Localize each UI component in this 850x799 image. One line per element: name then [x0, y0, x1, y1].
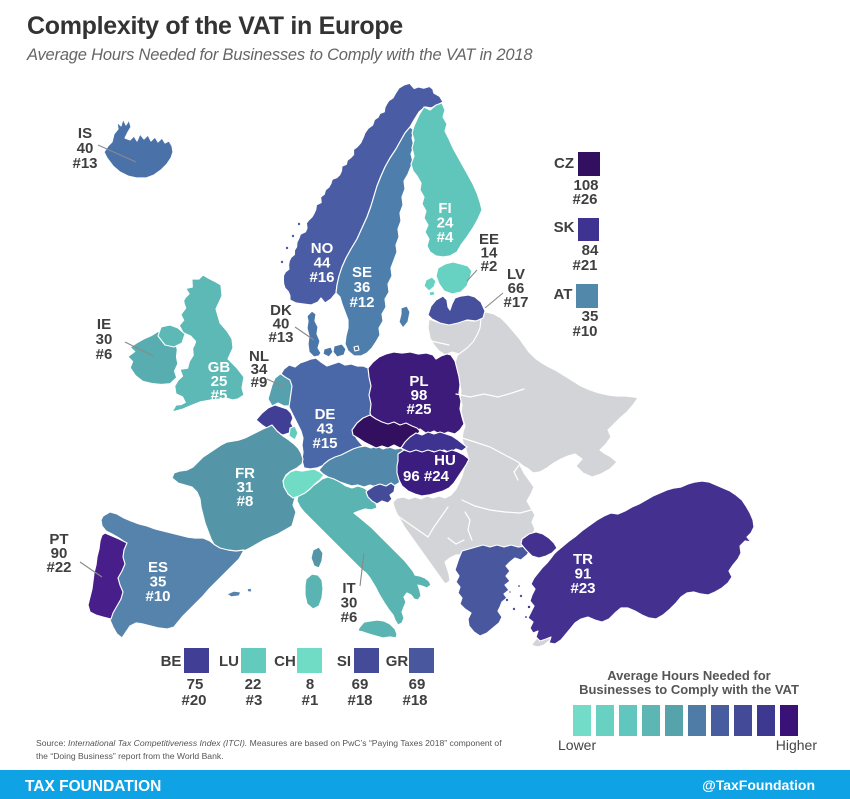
svg-text:#1: #1: [302, 692, 319, 709]
svg-text:BE: BE: [161, 653, 182, 670]
svg-text:Businesses to Comply with the: Businesses to Comply with the VAT: [579, 682, 799, 697]
svg-text:the “Doing Business” report fr: the “Doing Business” report from the Wor…: [36, 751, 224, 761]
svg-text:SI: SI: [337, 653, 351, 670]
svg-text:#3: #3: [246, 692, 263, 709]
svg-text:Source: International Tax Com: Source: International Tax Competitivenes…: [36, 738, 502, 748]
svg-text:84: 84: [582, 242, 599, 259]
svg-text:TAX FOUNDATION: TAX FOUNDATION: [25, 778, 161, 795]
svg-text:#26: #26: [572, 191, 597, 208]
svg-text:Higher: Higher: [776, 737, 818, 753]
svg-text:CZ: CZ: [554, 155, 574, 172]
svg-text:CH: CH: [274, 653, 296, 670]
svg-text:@TaxFoundation: @TaxFoundation: [702, 777, 815, 793]
svg-text:Lower: Lower: [558, 737, 596, 753]
svg-text:96 #24: 96 #24: [403, 468, 450, 485]
svg-text:Average Hours Needed for: Average Hours Needed for: [607, 668, 771, 683]
svg-text:LU: LU: [219, 653, 239, 670]
svg-text:22: 22: [245, 676, 262, 693]
svg-text:GR: GR: [386, 653, 409, 670]
svg-text:HU: HU: [434, 452, 456, 469]
svg-text:#20: #20: [181, 692, 206, 709]
svg-text:#18: #18: [347, 692, 372, 709]
svg-text:Complexity of the VAT in Europ: Complexity of the VAT in Europe: [27, 12, 403, 40]
svg-text:35: 35: [582, 308, 599, 325]
svg-text:69: 69: [352, 676, 369, 693]
svg-text:8: 8: [306, 676, 314, 693]
svg-text:AT: AT: [554, 286, 573, 303]
svg-text:SK: SK: [554, 219, 575, 236]
svg-text:75: 75: [187, 676, 204, 693]
svg-text:#21: #21: [572, 257, 597, 274]
svg-text:69: 69: [409, 676, 426, 693]
svg-text:#18: #18: [402, 692, 427, 709]
svg-text:Average Hours Needed for Busin: Average Hours Needed for Businesses to C…: [26, 46, 533, 64]
svg-text:108: 108: [573, 177, 598, 194]
svg-text:#10: #10: [572, 323, 597, 340]
